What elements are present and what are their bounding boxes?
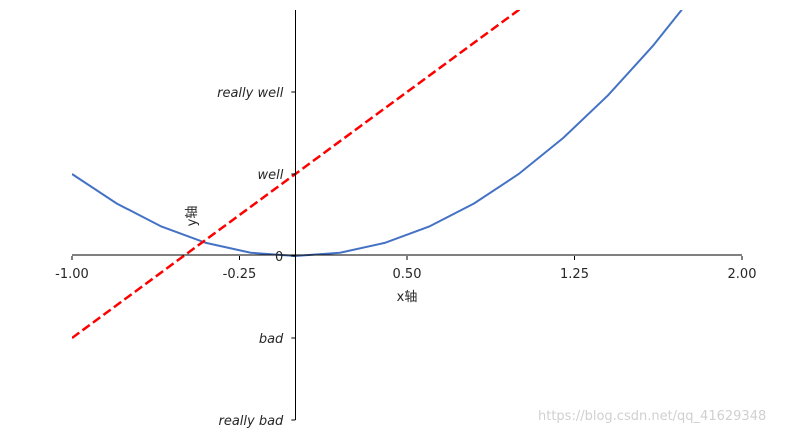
y-tick-label: really bad (218, 414, 284, 429)
x-tick-label: 1.25 (560, 267, 589, 282)
x-ticks: -1.00 -0.25 0.50 1.25 2.00 (55, 256, 756, 282)
y-tick-label: bad (259, 332, 284, 347)
series-layer (72, 10, 683, 340)
x-tick-label: 2.00 (728, 267, 757, 282)
y-tick-label: well (257, 168, 283, 183)
y-tick-label: really well (217, 86, 284, 101)
watermark-text: https://blog.csdn.net/qq_41629348 (538, 409, 767, 424)
x-axis-label: x轴 (397, 290, 418, 305)
series-line-2 (72, 10, 521, 340)
x-tick-label: -0.25 (223, 267, 257, 282)
x-tick-label: 0.50 (393, 267, 422, 282)
y-tick-label: 0 (275, 250, 283, 265)
y-ticks: really bad bad 0 well really well (217, 86, 296, 429)
y-axis-label: y轴 (185, 206, 200, 227)
series-line-1 (72, 10, 683, 258)
x-tick-label: -1.00 (55, 267, 89, 282)
